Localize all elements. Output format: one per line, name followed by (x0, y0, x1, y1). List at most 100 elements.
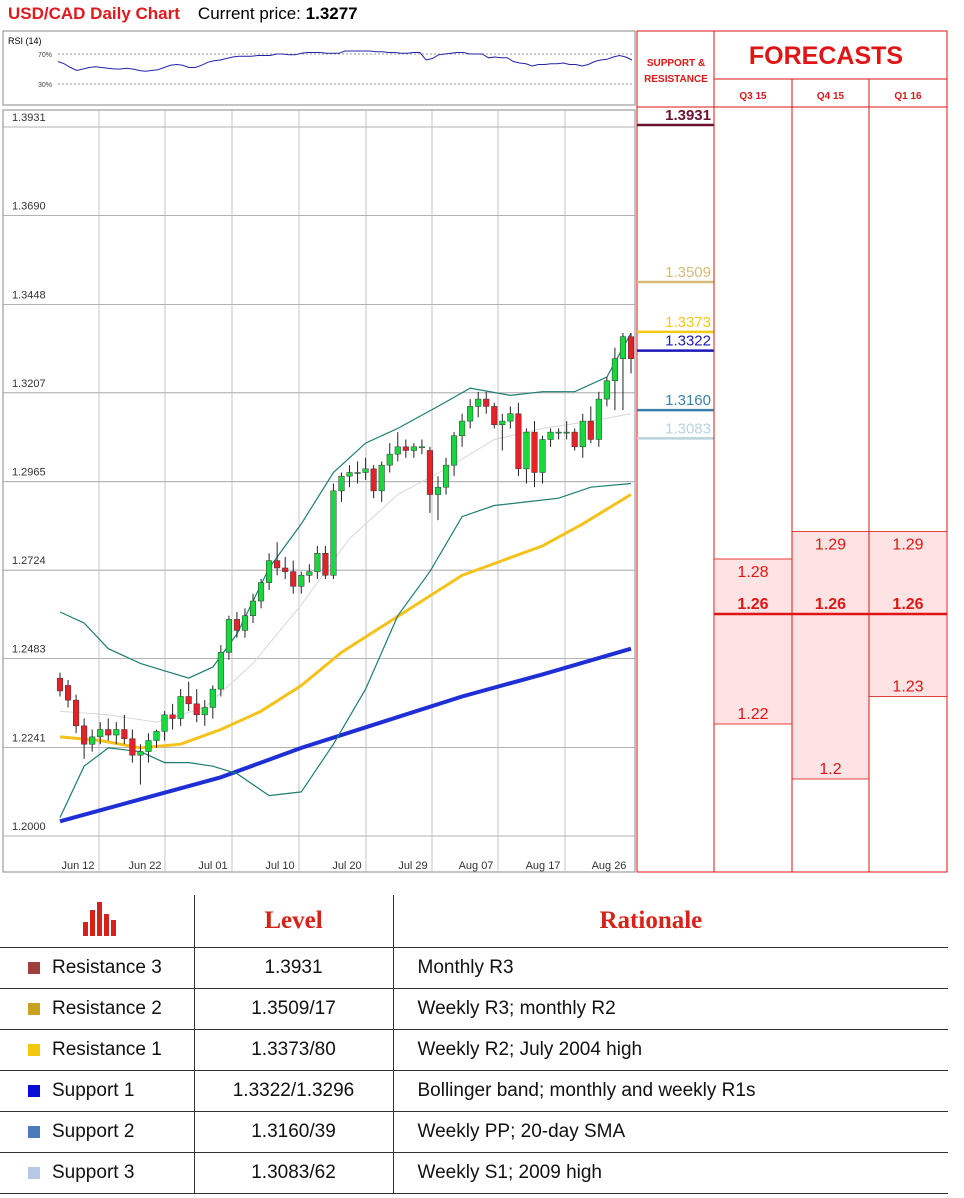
price-panel: 1.3931 1.3690 1.3448 1.3207 1.2965 1.2724 1.24… (2, 109, 636, 873)
level-name-cell: Support 3 (0, 1152, 195, 1194)
chart-svg: RSI (14) 70% 30% 1.3931 1.3690 1.3448 1.320… (2, 30, 948, 873)
chart-header: USD/CAD Daily Chart Current price: 1.3277 (8, 4, 358, 26)
support-resistance-panel: SUPPORT & RESISTANCE 1.39311.35091.33731… (636, 30, 715, 873)
bar-chart-icon (83, 902, 116, 936)
sr-level-value: 1.3160 (665, 392, 711, 409)
candle-body (555, 431, 562, 434)
rsi-panel: RSI (14) 70% 30% (2, 30, 636, 106)
candle-body (217, 652, 224, 690)
candle-body (531, 431, 538, 473)
candle-body (378, 464, 385, 492)
candle-body (201, 707, 208, 716)
y-tick-label: 1.3931 (12, 112, 46, 124)
sr-header-line-2: RESISTANCE (644, 74, 708, 85)
candle-body (306, 571, 313, 576)
color-swatch (28, 1085, 40, 1097)
candle-body (185, 696, 192, 705)
level-name: Support 3 (52, 1162, 135, 1183)
y-tick-label: 1.2965 (12, 467, 46, 479)
rsi-level-30: 30% (38, 82, 52, 89)
level-value: 1.3160/39 (194, 1111, 394, 1153)
candle-body (507, 413, 514, 422)
rsi-level-70: 70% (38, 52, 52, 59)
y-tick-label: 1.2000 (12, 821, 46, 833)
table-row: Support 1 1.3322/1.3296 Bollinger band; mo… (0, 1070, 948, 1112)
forecast-quarter-label: Q4 15 (817, 91, 845, 102)
candle-body (81, 725, 88, 745)
candle-body (97, 729, 104, 738)
level-name: Support 1 (52, 1080, 135, 1101)
levels-table: Level Rationale Resistance 3 1.3931 Monthl… (0, 895, 948, 1194)
level-rationale: Weekly R2; July 2004 high (393, 1029, 948, 1071)
x-tick-label: Jun 12 (61, 860, 94, 872)
candle-body (547, 431, 554, 440)
level-value: 1.3373/80 (194, 1029, 394, 1071)
candle-body (386, 453, 393, 466)
candlesticks (56, 332, 635, 785)
candle-body (523, 431, 530, 470)
forecast-quarter-label: Q3 15 (739, 91, 767, 102)
candle-body (322, 553, 329, 576)
sr-levels: 1.3931 1.3509 1.3373 1.3322 1.3160 1.3083 (637, 107, 714, 440)
x-tick-label: Jul 20 (332, 860, 361, 872)
level-rationale: Monthly R3 (393, 947, 948, 989)
candle-body (169, 714, 176, 719)
level-value: 1.3931 (194, 947, 394, 989)
candle-body (354, 472, 361, 474)
level-value: 1.3509/17 (194, 988, 394, 1030)
candle-body (113, 729, 120, 736)
grid (3, 110, 635, 872)
color-swatch (28, 1044, 40, 1056)
candle-body (394, 446, 401, 455)
forecasts-title: FORECASTS (749, 42, 903, 70)
candle-body (483, 398, 490, 407)
table-header-row: Level Rationale (0, 895, 948, 948)
forecast-high-value: 1.29 (892, 537, 923, 554)
candle-body (338, 475, 345, 492)
candle-body (249, 600, 257, 616)
level-name: Resistance 3 (52, 957, 162, 978)
candle-body (362, 468, 369, 473)
candle-body (595, 398, 602, 440)
y-tick-label: 1.2724 (12, 555, 46, 567)
candle-body (539, 439, 546, 473)
candle-body (314, 553, 321, 572)
color-swatch (28, 1126, 40, 1138)
candle-body (225, 619, 232, 653)
level-rationale: Bollinger band; monthly and weekly R1s (393, 1070, 948, 1112)
candle-body (459, 420, 466, 437)
level-rationale: Weekly R3; monthly R2 (393, 988, 948, 1030)
candle-body (258, 582, 265, 602)
candle-body (153, 731, 160, 741)
candle-body (475, 398, 482, 407)
level-name: Resistance 1 (52, 1039, 162, 1060)
forecast-mid-value: 1.26 (737, 596, 768, 613)
candle-body (121, 729, 128, 739)
candle-body (426, 450, 433, 495)
x-tick-label: Jul 10 (265, 860, 294, 872)
x-axis: Jun 12 Jun 22 Jul 01 Jul 10 Jul 20 Jul 29 Aug … (61, 860, 626, 872)
candle-body (402, 446, 409, 451)
candle-body (177, 696, 184, 719)
x-tick-label: Jun 22 (128, 860, 161, 872)
forecast-high-value: 1.28 (737, 564, 768, 581)
y-tick-label: 1.3448 (12, 289, 46, 301)
current-price-label: Current price: (197, 4, 301, 23)
sma-50-line (59, 493, 632, 750)
level-name: Support 2 (52, 1121, 135, 1142)
level-rationale: Weekly PP; 20-day SMA (393, 1111, 948, 1153)
level-name-cell: Resistance 1 (0, 1029, 195, 1071)
x-tick-label: Aug 07 (459, 860, 494, 872)
candle-body (346, 472, 353, 477)
candle-body (298, 575, 305, 587)
candle-body (129, 738, 136, 756)
color-swatch (28, 1003, 40, 1015)
color-swatch (28, 1167, 40, 1179)
bar-chart-icon-cell (0, 895, 195, 948)
x-tick-label: Jul 29 (398, 860, 427, 872)
candle-body (571, 431, 578, 448)
forecasts-panel: FORECASTS Q3 15 1.28 1.26 1.22 Q4 15 1.29 1.26… (713, 30, 948, 873)
x-tick-label: Jul 01 (198, 860, 227, 872)
bollinger-lower-line (59, 482, 632, 818)
candle-body (161, 714, 168, 732)
